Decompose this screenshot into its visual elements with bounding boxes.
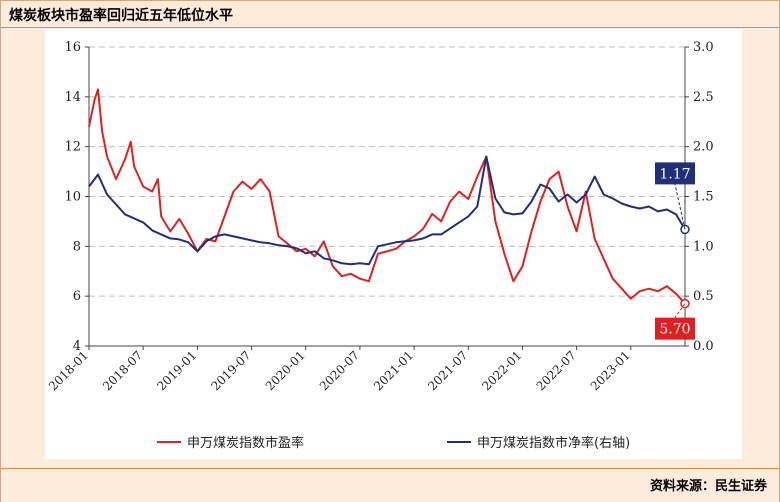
right-tick-label: 3.0 [693,40,714,55]
legend-label: 申万煤炭指数市净率(右轴) [477,435,630,451]
callout-label: 1.17 [659,166,690,182]
left-axis-ticks: 4 6 8 10 12 14 16 [64,40,89,354]
callout-box [655,317,695,340]
left-tick-label: 16 [64,40,81,55]
right-tick-label: 2.5 [693,90,714,105]
x-tick-label: 2021-07 [425,348,470,393]
right-tick-label: 1.0 [693,239,714,254]
x-tick-label: 2019-07 [209,348,254,393]
x-tick-label: 2021-01 [371,348,416,393]
pb-series-line [88,155,686,266]
title-bar: 煤炭板块市盈率回归近五年低位水平 [1,1,779,28]
chart-title: 煤炭板块市盈率回归近五年低位水平 [9,8,233,24]
x-tick-label: 2020-07 [317,348,362,393]
callout-leader [674,303,686,318]
x-tick-label: 2018-07 [100,348,145,393]
source-note: 资料来源：民生证券 [649,479,767,494]
series-lines [88,88,686,305]
end-value-callouts: 1.17 5.70 [655,162,695,340]
legend-label: 申万煤炭指数市盈率 [187,435,304,451]
left-tick-label: 14 [64,90,81,105]
x-axis-ticks: 2018-01 2018-07 2019-01 2019-07 2020-01 2020-… [46,346,633,393]
right-tick-label: 1.5 [693,190,714,205]
axes [88,47,686,347]
x-tick-label: 2020-01 [263,348,308,393]
right-tick-label: 2.0 [693,140,714,155]
x-tick-label: 2022-01 [479,348,524,393]
callout-label: 5.70 [659,322,690,338]
plot-panel: 4 6 8 10 12 14 16 0.0 0.5 1.0 1.5 2.0 2.5 3.0 2018-0… [45,29,742,459]
x-tick-label: 2023-01 [588,348,633,393]
right-axis-ticks: 0.0 0.5 1.0 1.5 2.0 2.5 3.0 [685,40,714,354]
left-tick-label: 6 [73,289,81,304]
callout-leader [674,184,686,230]
right-tick-label: 0.0 [693,339,714,354]
left-tick-label: 10 [64,190,81,205]
callout-box [655,162,695,185]
legend: 申万煤炭指数市盈率 申万煤炭指数市净率(右轴) [157,435,630,451]
pe-series-line [88,88,686,305]
left-tick-label: 8 [73,239,81,254]
left-tick-label: 4 [73,339,81,354]
line-chart: 4 6 8 10 12 14 16 0.0 0.5 1.0 1.5 2.0 2.5 3.0 2018-0… [46,40,714,451]
right-tick-label: 0.5 [693,289,714,304]
gridlines [89,46,685,297]
x-tick-label: 2019-01 [154,348,199,393]
left-tick-label: 12 [64,140,81,155]
x-tick-label: 2022-07 [534,348,579,393]
source-bar: 资料来源：民生证券 [1,468,779,502]
x-tick-label: 2018-01 [46,348,91,393]
